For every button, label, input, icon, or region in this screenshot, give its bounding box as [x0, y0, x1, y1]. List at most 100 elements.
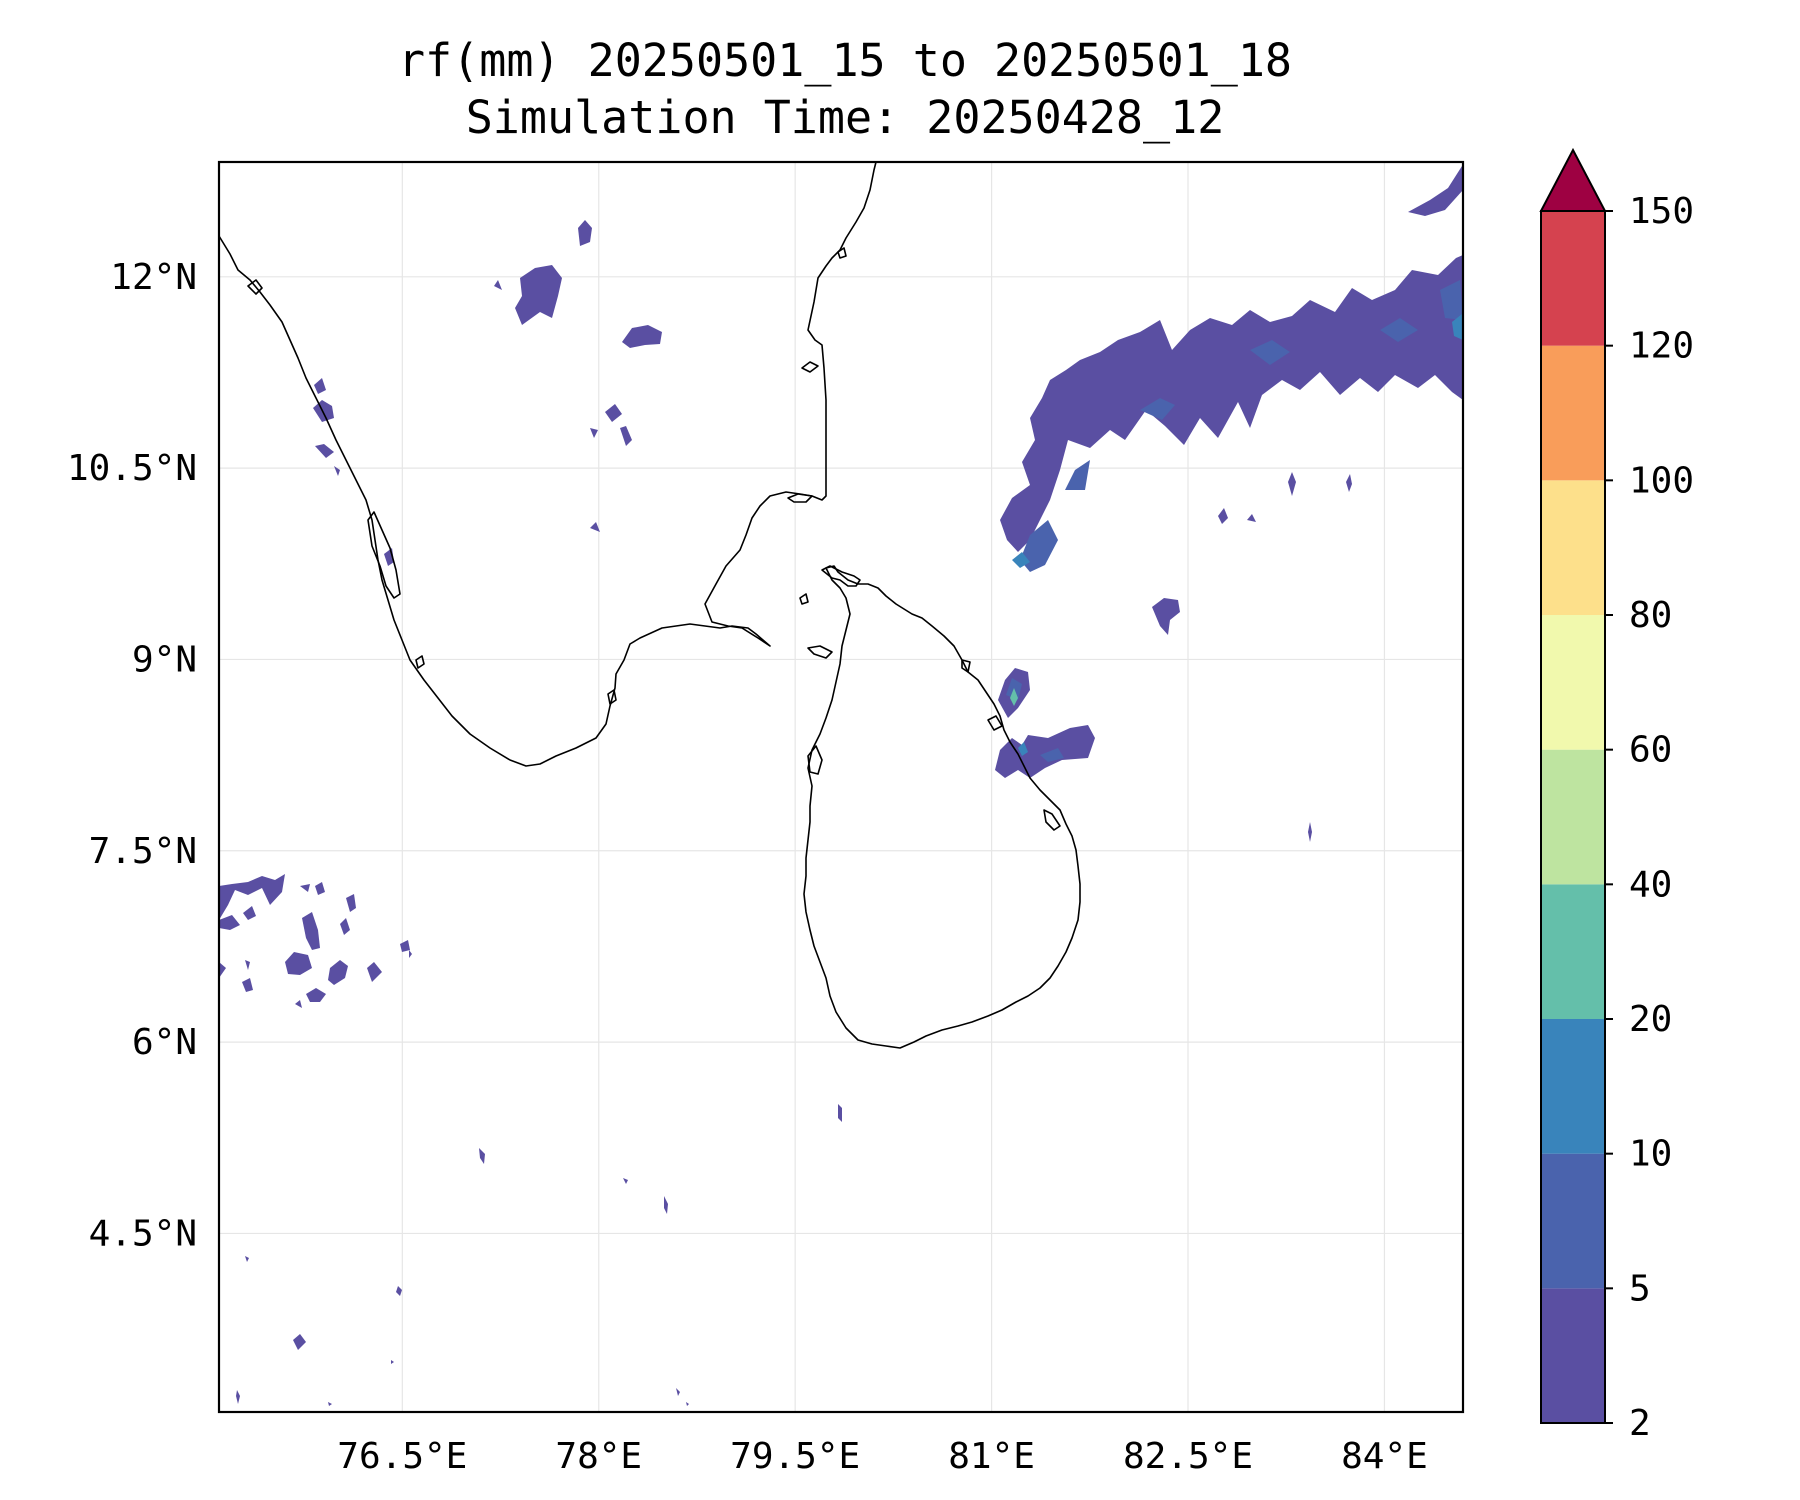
colorbar-block: [1541, 749, 1605, 885]
x-tick-label: 81°E: [948, 1436, 1035, 1477]
india-islet-2: [787, 493, 813, 503]
rain-area-ne-top: [1408, 166, 1463, 216]
rain-area-india-1: [515, 265, 562, 325]
coastlines: [219, 162, 1081, 1049]
y-tick-label: 6°N: [132, 1022, 197, 1063]
rain-heavy-2: [1012, 552, 1030, 568]
rain-area-s-12: [686, 1402, 689, 1406]
rain-heavy-1: [1452, 314, 1463, 340]
rain-area-ne-speck-1: [1288, 472, 1296, 496]
rain-area-sw-9: [285, 952, 312, 975]
india-islet-1: [247, 279, 263, 295]
rain-area-sw-18: [409, 950, 412, 958]
rain-area-s-4: [664, 1196, 668, 1214]
colorbar-block: [1541, 1019, 1605, 1154]
rain-mod-1: [1020, 520, 1058, 572]
rain-area-sw-15: [306, 988, 326, 1002]
rain-area-india-2: [578, 220, 592, 246]
rain-area-sw-3: [243, 906, 256, 920]
rain-area-sw-2: [219, 915, 240, 930]
rain-area-sw-16: [295, 1000, 302, 1008]
sri-lanka-ne-detail: [961, 659, 971, 673]
rain-heavy-3: [1010, 688, 1018, 706]
colorbar-tick-label: 100: [1629, 460, 1694, 501]
sri-lanka-islet-2: [807, 645, 833, 659]
colorbar-tick-label: 150: [1629, 191, 1694, 232]
sri-lanka-east-detail: [987, 715, 1003, 731]
india-coastline: [219, 162, 877, 767]
india-islet-6: [837, 247, 847, 259]
rain-area-s-6: [396, 1286, 402, 1296]
y-tick-label: 9°N: [132, 639, 197, 680]
rain-area-wc-4: [334, 466, 340, 476]
rainfall-areas: [219, 166, 1463, 1406]
rain-mod-3: [1140, 398, 1175, 420]
rain-area-s-1: [838, 1104, 842, 1122]
colorbar-frame: [1540, 210, 1606, 1424]
rain-area-sw-17: [400, 940, 410, 952]
sri-lanka-islet-1: [799, 593, 809, 605]
colorbar: 2 5 10 20 40 60 80 100 120 150: [1539, 147, 1694, 1444]
colorbar-tick-label: 60: [1629, 730, 1672, 771]
india-kerala-backwater: [367, 511, 401, 599]
rain-area-sw-11: [367, 962, 382, 982]
colorbar-extend-triangle: [1539, 147, 1607, 212]
y-axis: 12°N 10.5°N 9°N 7.5°N 6°N 4.5°N: [67, 257, 197, 1255]
india-islet-4: [415, 655, 425, 669]
rain-area-lanka-east-2: [995, 725, 1095, 778]
colorbar-tick-label: 2: [1629, 1403, 1651, 1444]
rain-area-sw-7: [302, 912, 320, 950]
rain-area-s-8: [391, 1360, 394, 1364]
colorbar-block: [1541, 211, 1605, 346]
colorbar-tick-label: 120: [1629, 326, 1694, 367]
rainfall-areas-heavy: [1010, 314, 1463, 756]
rain-area-sw-13: [245, 960, 250, 970]
colorbar-tick-label: 80: [1629, 595, 1672, 636]
rain-area-ne-speck-2: [1346, 474, 1352, 492]
title-line-1: rf(mm) 20250501_15 to 20250501_18: [398, 34, 1292, 87]
rain-area-s-7: [293, 1334, 306, 1350]
rain-area-india-6: [620, 426, 632, 446]
colorbar-block: [1541, 1288, 1605, 1423]
rain-area-s-9: [236, 1390, 240, 1404]
rain-area-india-3: [622, 325, 662, 348]
colorbar-ticks: 2 5 10 20 40 60 80 100 120 150: [1605, 191, 1694, 1444]
rain-area-sw-5: [315, 882, 325, 895]
colorbar-tick-label: 40: [1629, 864, 1672, 905]
rain-area-s-5: [245, 1256, 249, 1262]
rain-area-india-5: [590, 428, 598, 438]
colorbar-block: [1541, 884, 1605, 1019]
rain-mod-8: [1040, 748, 1064, 762]
y-tick-label: 10.5°N: [67, 448, 197, 489]
colorbar-tick-label: 5: [1629, 1268, 1651, 1309]
rain-mod-2: [1065, 460, 1090, 490]
map-frame: [217, 160, 1465, 1414]
rain-area-sw-4: [300, 884, 310, 892]
sri-lanka-coastline: [803, 565, 1081, 1049]
colorbar-block: [1541, 345, 1605, 481]
rain-area-wc-1: [314, 378, 326, 394]
colorbar-block: [1541, 480, 1605, 615]
rain-area-sw-14: [242, 978, 253, 992]
rain-area-s-11: [676, 1388, 680, 1396]
rain-area-ne-speck-3: [1218, 508, 1228, 524]
sri-lanka-lagoon-w: [807, 745, 823, 775]
y-tick-label: 12°N: [110, 257, 197, 298]
rain-area-ne-speck-5: [1308, 822, 1312, 842]
rain-area-ne-band: [1000, 236, 1463, 552]
rain-area-india-7: [590, 522, 600, 532]
rain-area-sw-6: [346, 894, 356, 912]
rain-area-wc-3: [315, 444, 334, 458]
x-tick-label: 84°E: [1341, 1436, 1428, 1477]
rain-heavy-4: [1018, 742, 1028, 756]
title-line-2: Simulation Time: 20250428_12: [466, 91, 1225, 144]
rain-mod-5: [1380, 318, 1418, 342]
rain-area-s-10: [328, 1402, 332, 1406]
rain-area-ne-speck-4: [1247, 514, 1256, 522]
y-tick-label: 4.5°N: [89, 1213, 197, 1254]
rain-area-wc-6: [494, 280, 502, 290]
rain-mod-6: [1440, 280, 1463, 320]
x-tick-label: 82.5°E: [1123, 1436, 1253, 1477]
rain-area-s-3: [623, 1178, 628, 1184]
